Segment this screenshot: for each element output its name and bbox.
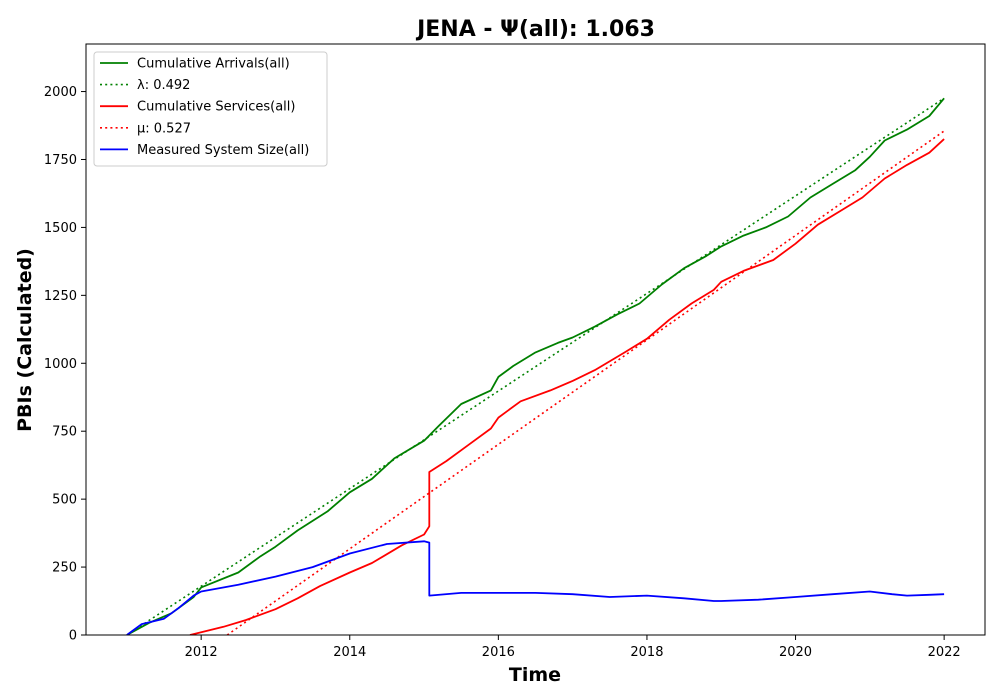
y-tick-label: 2000: [44, 85, 77, 100]
x-tick-label: 2022: [928, 645, 961, 660]
x-tick-label: 2012: [185, 645, 218, 660]
x-tick-label: 2020: [779, 645, 812, 660]
x-axis-label: Time: [509, 664, 561, 686]
y-tick-label: 500: [52, 493, 77, 508]
y-tick-label: 1000: [44, 357, 77, 372]
y-tick-label: 0: [69, 629, 77, 644]
y-tick-label: 1500: [44, 221, 77, 236]
y-axis-label: PBIs (Calculated): [14, 248, 36, 432]
series-line-1: [126, 97, 945, 635]
legend-label: Measured System Size(all): [137, 143, 309, 158]
x-tick-label: 2016: [482, 645, 515, 660]
chart-title: JENA - Ψ(all): 1.063: [415, 17, 655, 42]
series-line-3: [226, 130, 945, 635]
x-tick-label: 2014: [333, 645, 366, 660]
series-line-2: [189, 138, 945, 635]
plot-area: [126, 97, 945, 635]
y-tick-label: 750: [52, 425, 77, 440]
x-tick-label: 2018: [630, 645, 663, 660]
series-line-4: [126, 540, 945, 635]
legend-label: λ: 0.492: [137, 78, 190, 93]
series-line-0: [126, 97, 945, 635]
legend: Cumulative Arrivals(all) λ: 0.492 Cumulati…: [93, 51, 328, 167]
axes: 2012 2014 2016 2018 2020 2022 0 250 500 750 1000 12…: [44, 43, 986, 660]
y-tick-label: 1750: [44, 153, 77, 168]
legend-label: μ: 0.527: [137, 121, 191, 136]
y-tick-label: 1250: [44, 289, 77, 304]
y-tick-label: 250: [52, 561, 77, 576]
legend-box: [93, 51, 328, 167]
legend-label: Cumulative Arrivals(all): [137, 57, 290, 72]
legend-label: Cumulative Services(all): [137, 100, 295, 115]
plot-frame: [85, 43, 986, 636]
